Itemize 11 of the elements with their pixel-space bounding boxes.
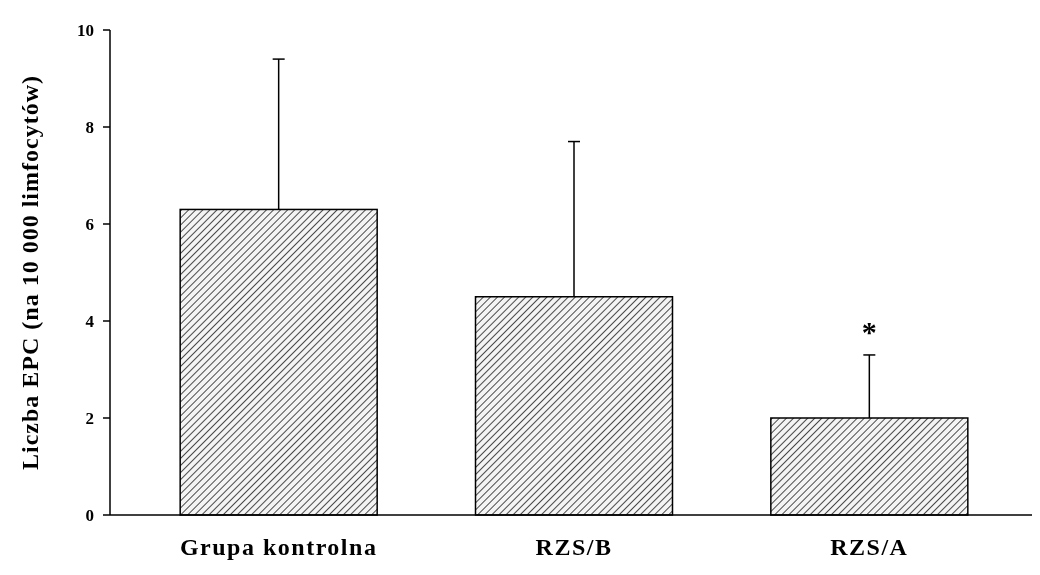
y-tick-label: 6 xyxy=(85,214,94,234)
y-tick-label: 8 xyxy=(85,117,94,137)
x-tick-label: RZS/B xyxy=(535,534,613,560)
x-tick-label: RZS/A xyxy=(830,534,909,560)
y-tick-label: 2 xyxy=(85,408,94,428)
annotation: * xyxy=(861,315,877,348)
y-axis-title: Liczba EPC (na 10 000 limfocytów) xyxy=(17,75,43,470)
y-tick-label: 4 xyxy=(85,311,95,331)
y-tick-label: 10 xyxy=(77,20,94,40)
y-tick-label: 0 xyxy=(85,505,94,525)
x-tick-label: Grupa kontrolna xyxy=(179,534,378,560)
